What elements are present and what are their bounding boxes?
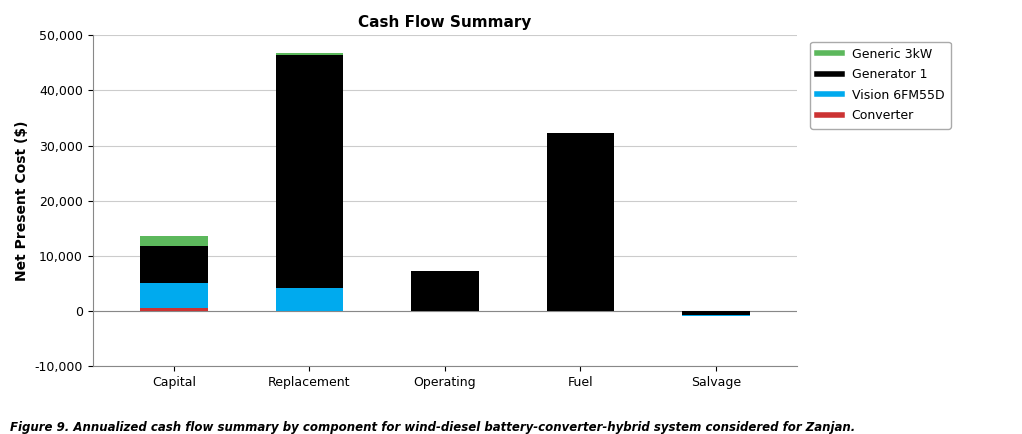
Bar bbox=[682, 311, 750, 315]
Bar bbox=[682, 315, 750, 316]
Bar bbox=[276, 53, 343, 55]
Bar bbox=[140, 308, 207, 311]
Bar bbox=[411, 271, 478, 311]
Bar bbox=[140, 236, 207, 246]
Bar bbox=[140, 283, 207, 308]
Bar bbox=[140, 246, 207, 283]
Y-axis label: Net Present Cost ($): Net Present Cost ($) bbox=[15, 120, 29, 281]
Bar bbox=[276, 288, 343, 311]
Bar bbox=[276, 55, 343, 288]
Bar bbox=[547, 133, 614, 311]
Title: Cash Flow Summary: Cash Flow Summary bbox=[359, 15, 531, 30]
Legend: Generic 3kW, Generator 1, Vision 6FM55D, Converter: Generic 3kW, Generator 1, Vision 6FM55D,… bbox=[810, 42, 950, 128]
Text: Figure 9. Annualized cash flow summary by component for wind-diesel battery-conv: Figure 9. Annualized cash flow summary b… bbox=[10, 421, 855, 434]
